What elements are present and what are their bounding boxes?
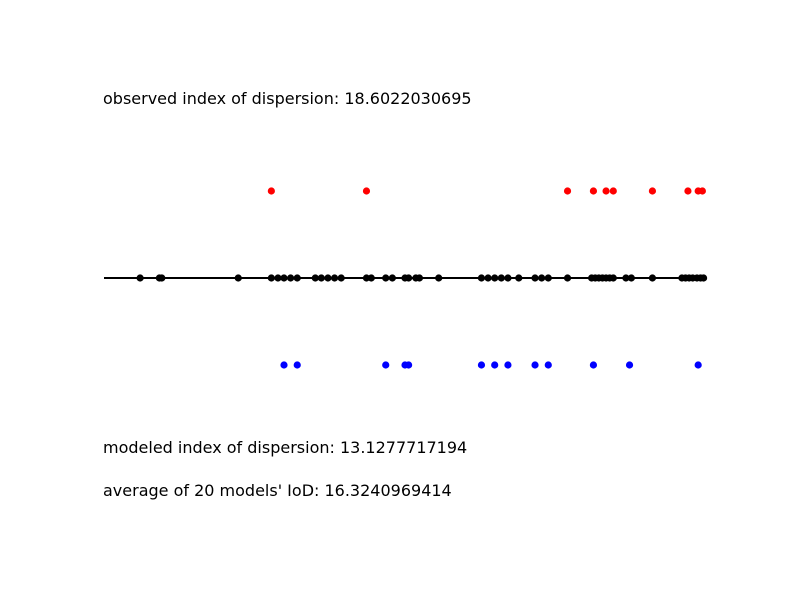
middle-point-40 <box>622 274 630 282</box>
middle-point-49 <box>699 274 708 282</box>
bottom-point-1 <box>293 361 301 369</box>
middle-point-27 <box>504 274 512 282</box>
middle-point-17 <box>388 274 396 282</box>
middle-point-2 <box>158 274 166 282</box>
middle-point-29 <box>531 274 539 282</box>
middle-point-4 <box>267 274 275 282</box>
average-iod-label: average of 20 models' IoD: 16.3240969414 <box>103 481 452 500</box>
middle-point-30 <box>538 274 546 282</box>
top-point-5 <box>609 187 617 195</box>
middle-point-10 <box>317 274 325 282</box>
bottom-point-10 <box>589 361 598 369</box>
middle-point-21 <box>415 274 424 282</box>
middle-point-7 <box>287 274 295 282</box>
middle-point-42 <box>648 274 657 282</box>
middle-point-24 <box>484 274 492 282</box>
middle-point-11 <box>324 274 332 282</box>
middle-point-0 <box>136 274 144 282</box>
middle-point-19 <box>405 274 413 282</box>
top-point-7 <box>684 187 692 195</box>
bottom-point-7 <box>504 361 512 369</box>
middle-point-3 <box>234 274 242 282</box>
middle-point-32 <box>563 274 572 282</box>
middle-point-8 <box>293 274 301 282</box>
middle-point-41 <box>627 274 635 282</box>
middle-point-16 <box>382 274 390 282</box>
bottom-point-5 <box>477 361 486 369</box>
middle-point-15 <box>367 274 375 282</box>
bottom-point-11 <box>625 361 634 369</box>
middle-point-31 <box>544 274 552 282</box>
top-point-2 <box>563 187 572 195</box>
middle-point-6 <box>280 274 288 282</box>
middle-point-23 <box>477 274 486 282</box>
bottom-point-6 <box>491 361 499 369</box>
bottom-point-2 <box>382 361 390 369</box>
top-point-6 <box>648 187 657 195</box>
middle-point-39 <box>609 274 617 282</box>
points-layer <box>136 187 708 369</box>
middle-point-25 <box>491 274 499 282</box>
top-point-1 <box>362 187 371 195</box>
top-point-0 <box>267 187 275 195</box>
middle-point-26 <box>497 274 505 282</box>
top-point-4 <box>602 187 610 195</box>
bottom-point-12 <box>694 361 702 369</box>
middle-point-12 <box>330 274 339 282</box>
bottom-point-4 <box>405 361 413 369</box>
middle-point-9 <box>311 274 319 282</box>
middle-point-13 <box>337 274 345 282</box>
bottom-point-8 <box>531 361 539 369</box>
bottom-point-0 <box>280 361 288 369</box>
top-point-3 <box>589 187 598 195</box>
middle-point-28 <box>515 274 523 282</box>
modeled-iod-label: modeled index of dispersion: 13.12777171… <box>103 438 467 457</box>
middle-point-5 <box>274 274 282 282</box>
bottom-point-9 <box>544 361 552 369</box>
observed-iod-label: observed index of dispersion: 18.6022030… <box>103 89 472 108</box>
middle-point-22 <box>435 274 443 282</box>
top-point-9 <box>698 187 706 195</box>
